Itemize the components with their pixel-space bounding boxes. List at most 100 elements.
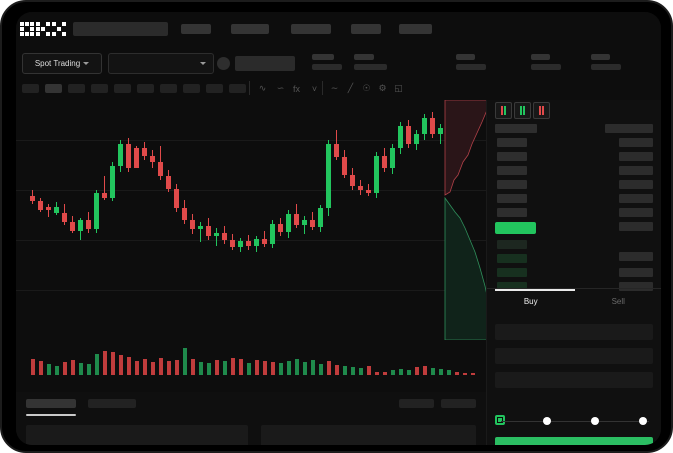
settings-icon[interactable]: ⚙ (378, 83, 387, 93)
slider-step-2[interactable] (591, 417, 599, 425)
volume-bar (351, 367, 355, 375)
orderbook-both-icon[interactable] (495, 102, 512, 119)
order-amount-field[interactable] (495, 348, 653, 364)
orderbook-header-row (495, 124, 537, 133)
orderbook-bids-icon[interactable] (514, 102, 531, 119)
order-price-field[interactable] (495, 324, 653, 340)
slider-step-1[interactable] (543, 417, 551, 425)
candle (262, 231, 267, 247)
orders-tab-1[interactable] (88, 399, 136, 408)
toolbar-divider (322, 81, 323, 95)
tab-buy[interactable]: Buy (523, 297, 538, 306)
logo-glyph-o (20, 22, 34, 36)
place-order-button[interactable] (495, 437, 653, 445)
timeframe-button-5[interactable] (137, 84, 154, 93)
volume-bar (159, 358, 163, 375)
volume-bar (223, 361, 227, 375)
trades-row[interactable] (619, 208, 653, 217)
timeframe-button-3[interactable] (91, 84, 108, 93)
fx-icon[interactable]: fx (292, 83, 300, 94)
orderbook-bid-row[interactable] (497, 268, 527, 277)
orders-tab-0[interactable] (26, 399, 76, 408)
candle (358, 180, 363, 195)
slider-track (501, 421, 649, 422)
orderbook-bid-row[interactable] (497, 240, 527, 249)
slider-handle-active[interactable] (495, 415, 505, 425)
orderbook-asks-icon[interactable] (533, 102, 550, 119)
price-chart[interactable] (16, 100, 486, 392)
timeframe-button-1[interactable] (45, 84, 62, 93)
slider-step-3[interactable] (639, 417, 647, 425)
timeframe-button-6[interactable] (160, 84, 177, 93)
search-input[interactable] (73, 22, 168, 36)
candle-body (310, 220, 315, 227)
orderbook-ask-row[interactable] (497, 194, 527, 203)
timeframe-button-0[interactable] (22, 84, 39, 93)
line-chart-icon[interactable]: ∼ (330, 83, 339, 93)
candle (390, 144, 395, 174)
candle (310, 212, 315, 230)
candle (246, 235, 251, 250)
orderbook-bid-row[interactable] (497, 282, 527, 291)
orderbook-ask-row[interactable] (497, 208, 527, 217)
candle-body (166, 176, 171, 189)
trades-row[interactable] (619, 166, 653, 175)
orders-action-0[interactable] (399, 399, 434, 408)
coin-avatar (217, 57, 230, 70)
chart-toolbar: ∿ ∽ fx ˅ ∼ ╱ ☉ ⚙ ◱ (16, 78, 661, 100)
chevron-down-icon[interactable]: ˅ (311, 83, 318, 94)
trades-row[interactable] (619, 180, 653, 189)
fullscreen-icon[interactable]: ◱ (394, 83, 403, 93)
volume-bar (391, 370, 395, 375)
chart-gridline (16, 190, 486, 191)
orderbook-ask-row[interactable] (497, 152, 527, 161)
compare-icon[interactable]: ∽ (276, 83, 285, 93)
timeframe-button-7[interactable] (183, 84, 200, 93)
timeframe-button-4[interactable] (114, 84, 131, 93)
order-total-field[interactable] (495, 372, 653, 388)
candle-body (302, 220, 307, 225)
volume-bar (303, 362, 307, 375)
camera-icon[interactable]: ☉ (362, 83, 371, 93)
nav-item-0[interactable] (181, 24, 211, 34)
amount-percent-slider[interactable] (495, 415, 655, 429)
candle-body (246, 241, 251, 246)
orders-action-1[interactable] (441, 399, 476, 408)
trades-row[interactable] (619, 252, 653, 261)
nav-item-2[interactable] (291, 24, 331, 34)
timeframe-button-2[interactable] (68, 84, 85, 93)
orderbook-ask-row[interactable] (497, 180, 527, 189)
logo-glyph-k (36, 22, 50, 36)
nav-item-3[interactable] (351, 24, 381, 34)
indicator-icon[interactable]: ∿ (258, 83, 267, 93)
okx-logo-icon[interactable] (20, 21, 66, 37)
orderbook-ask-row[interactable] (497, 166, 527, 175)
orderbook-ask-row[interactable] (497, 138, 527, 147)
nav-item-1[interactable] (231, 24, 269, 34)
orderbook-bid-row[interactable] (497, 254, 527, 263)
candle (406, 120, 411, 148)
market-mode-label: Spot Trading (34, 59, 81, 68)
candle (222, 226, 227, 244)
volume-bar (375, 372, 379, 375)
candle-body (38, 201, 43, 210)
trades-row[interactable] (619, 194, 653, 203)
trading-pair-select[interactable] (108, 53, 214, 74)
ruler-icon[interactable]: ╱ (347, 83, 354, 93)
trades-row[interactable] (619, 268, 653, 277)
nav-item-4[interactable] (399, 24, 432, 34)
volume-bar (359, 368, 363, 375)
candle-body (326, 144, 331, 208)
timeframe-button-8[interactable] (206, 84, 223, 93)
timeframe-button-9[interactable] (229, 84, 246, 93)
trades-row[interactable] (619, 152, 653, 161)
market-mode-select[interactable]: Spot Trading (22, 53, 102, 74)
volume-bar (111, 352, 115, 375)
candle (374, 152, 379, 198)
candle-body (374, 156, 379, 193)
trades-row[interactable] (619, 282, 653, 291)
trades-row[interactable] (619, 222, 653, 231)
orderbook-last-price[interactable] (495, 222, 536, 234)
trades-row[interactable] (619, 138, 653, 147)
tab-sell[interactable]: Sell (611, 297, 625, 306)
